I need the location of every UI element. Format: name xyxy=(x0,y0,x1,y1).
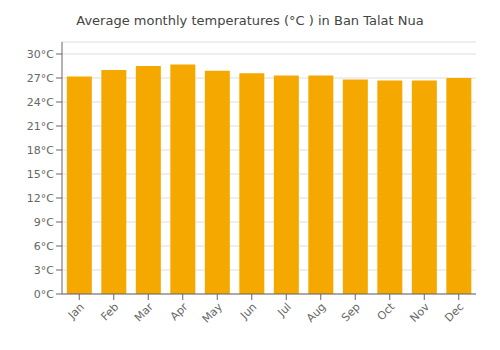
svg-text:Mar: Mar xyxy=(132,300,156,324)
svg-text:24°C: 24°C xyxy=(27,96,54,109)
svg-text:9°C: 9°C xyxy=(34,216,54,229)
svg-text:Jan: Jan xyxy=(65,300,87,322)
svg-text:May: May xyxy=(200,300,226,326)
svg-text:Oct: Oct xyxy=(375,300,398,323)
svg-text:21°C: 21°C xyxy=(27,120,54,133)
svg-text:Jun: Jun xyxy=(237,300,259,322)
svg-text:Feb: Feb xyxy=(98,300,121,323)
svg-text:Aug: Aug xyxy=(304,300,328,324)
svg-text:Dec: Dec xyxy=(442,300,466,324)
svg-text:Apr: Apr xyxy=(168,300,191,323)
svg-text:6°C: 6°C xyxy=(34,240,54,253)
svg-text:27°C: 27°C xyxy=(27,72,54,85)
svg-text:3°C: 3°C xyxy=(34,264,54,277)
svg-text:12°C: 12°C xyxy=(27,192,54,205)
svg-text:Sep: Sep xyxy=(339,300,363,324)
svg-text:15°C: 15°C xyxy=(27,168,54,181)
svg-text:Nov: Nov xyxy=(408,300,433,325)
svg-text:0°C: 0°C xyxy=(34,288,54,301)
html-text:Average monthly temperatures (: Average monthly temperatures (°C ) in Ba… xyxy=(76,13,424,28)
svg-text:18°C: 18°C xyxy=(27,144,54,157)
svg-text:Jul: Jul xyxy=(275,300,294,319)
svg-text:30°C: 30°C xyxy=(27,48,54,61)
